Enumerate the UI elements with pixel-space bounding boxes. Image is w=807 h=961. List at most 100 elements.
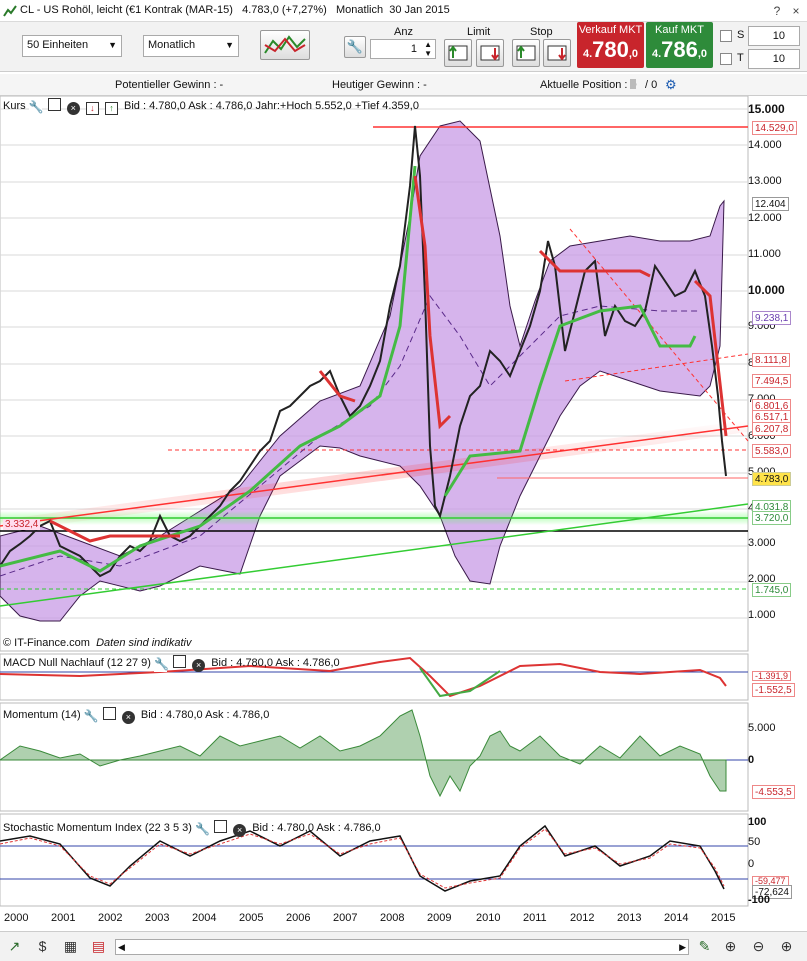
axis-tick: 3.000 xyxy=(748,537,776,549)
left-price-tag: 3.332,4 xyxy=(3,519,41,530)
year-label: 2005 xyxy=(239,912,264,924)
zoom-fit-icon[interactable]: ⊕ xyxy=(724,938,737,954)
chart-add-icon[interactable]: ↗ xyxy=(8,938,21,954)
scroll-right-icon[interactable]: ▶ xyxy=(679,942,686,952)
chart-canvas xyxy=(0,96,749,907)
scroll-left-icon[interactable]: ◀ xyxy=(118,942,125,952)
close-icon[interactable]: × xyxy=(66,102,80,115)
time-scrollbar[interactable]: ◀ ▶ xyxy=(115,939,689,955)
price-panel-info: Bid : 4.780,0 Ask : 4.786,0 Jahr:+Hoch 5… xyxy=(124,100,419,112)
quantity-stepper[interactable]: 1 ▲ ▼ xyxy=(370,39,436,59)
position-marker-icon xyxy=(630,79,636,89)
buy-price: 786 xyxy=(661,37,698,62)
axis-tick: 14.000 xyxy=(748,139,782,151)
stop-label: Stop xyxy=(530,26,553,38)
zoom-in-icon[interactable]: ⊕ xyxy=(780,938,793,954)
close-icon[interactable]: × xyxy=(121,711,135,724)
year-label: 2008 xyxy=(380,912,405,924)
sell-market-button[interactable]: Verkauf MKT 4.780,0 xyxy=(577,22,644,68)
gear-icon[interactable]: ⚙ xyxy=(665,77,677,92)
order-toolbar: 50 Einheiten ▼ Monatlich ▼ 🔧 Anz 1 ▲ ▼ Limi… xyxy=(0,22,807,72)
currency-icon[interactable]: $ xyxy=(38,938,47,954)
bottom-toolbar: ↗ $ ▦ ▤ ◀ ▶ ✎ ⊕ ⊖ ⊕ xyxy=(0,931,807,961)
axis-tick: 5.000 xyxy=(748,722,776,734)
year-label: 2013 xyxy=(617,912,642,924)
axis-tick: 0 xyxy=(748,754,755,766)
axis-tick: 12.000 xyxy=(748,212,782,224)
year-label: 2003 xyxy=(145,912,170,924)
t-checkbox[interactable] xyxy=(720,53,732,65)
year-label: 2000 xyxy=(4,912,29,924)
window-icon[interactable] xyxy=(47,98,61,111)
window-icon[interactable] xyxy=(214,820,228,833)
axis-tick: 15.000 xyxy=(748,102,785,116)
stepper-arrows-icon: ▲ ▼ xyxy=(424,40,432,58)
arrow-up-icon[interactable]: ↑ xyxy=(104,102,118,115)
s-checkbox[interactable] xyxy=(720,30,732,42)
price-tag: 5.583,0 xyxy=(752,444,792,458)
current-price-tag: 4.783,0 xyxy=(752,472,792,486)
limit-buy-button[interactable] xyxy=(444,39,472,67)
potential-gain: Potentieller Gewinn : - xyxy=(115,79,224,91)
trend-line-green xyxy=(0,503,749,607)
indicator-icon[interactable]: ▤ xyxy=(91,938,106,954)
macd-panel xyxy=(0,653,749,701)
year-label: 2012 xyxy=(570,912,595,924)
price-panel-credit: © IT-Finance.com Daten sind indikativ xyxy=(3,637,191,655)
close-icon[interactable]: × xyxy=(192,659,206,672)
price-panel xyxy=(0,96,749,652)
zoom-out-icon[interactable]: ⊖ xyxy=(752,938,765,954)
anz-label: Anz xyxy=(394,26,413,38)
sell-price: 780 xyxy=(592,37,629,62)
chart-type-button[interactable] xyxy=(260,30,310,60)
stop-buy-button[interactable] xyxy=(512,39,540,67)
macd-tag: -1.552,5 xyxy=(752,683,795,697)
close-button[interactable]: × xyxy=(792,4,800,18)
stoch-panel xyxy=(0,813,749,907)
wrench-icon[interactable]: 🔧 xyxy=(83,709,99,724)
window-icon[interactable] xyxy=(173,655,187,668)
wrench-icon[interactable]: 🔧 xyxy=(195,822,210,837)
axis-tick: 0 xyxy=(748,858,755,870)
year-label: 2011 xyxy=(523,912,547,924)
macd-tag-2: -1.391,9 xyxy=(752,671,792,681)
price-tag: 9.238,1 xyxy=(752,311,792,325)
momentum-panel-header: Momentum (14) 🔧 × Bid : 4.780,0 Ask : 4.… xyxy=(3,707,269,725)
help-button[interactable]: ? xyxy=(773,4,781,18)
wrench-icon[interactable]: 🔧 xyxy=(154,657,169,672)
credit-note: Daten sind indikativ xyxy=(96,637,192,649)
stoch-panel-name: Stochastic Momentum Index (22 3 5 3) xyxy=(3,822,192,834)
window-title: CL - US Rohöl, leicht (€1 Kontrak (MAR-1… xyxy=(20,4,450,16)
limit-sell-icon xyxy=(480,45,500,61)
year-label: 2015 xyxy=(711,912,736,924)
table-icon[interactable]: ▦ xyxy=(63,938,78,954)
current-position-b: / 0 xyxy=(645,79,658,91)
settings-button[interactable]: 🔧 xyxy=(344,36,366,58)
s-stepper[interactable]: 10 xyxy=(748,26,800,46)
year-label: 2009 xyxy=(427,912,452,924)
limit-sell-button[interactable] xyxy=(476,39,504,67)
price-tag: 12.404 xyxy=(752,197,789,211)
sell-price-prefix: 4. xyxy=(582,48,593,60)
stop-sell-button[interactable] xyxy=(543,39,571,67)
window-icon[interactable] xyxy=(102,707,116,720)
units-select[interactable]: 50 Einheiten ▼ xyxy=(22,35,122,57)
axis-tick: 13.000 xyxy=(748,175,782,187)
axis-tick: 50 xyxy=(748,836,761,848)
momentum-panel-info: Bid : 4.780,0 Ask : 4.786,0 xyxy=(140,709,270,721)
trend-indicator-green xyxy=(0,165,417,573)
macd-panel-name: MACD Null Nachlauf (12 27 9) xyxy=(3,657,151,669)
draw-tool-icon[interactable]: ✎ xyxy=(698,938,711,954)
chevron-down-icon: ▼ xyxy=(225,40,234,50)
wrench-icon[interactable]: 🔧 xyxy=(28,100,44,115)
period-select[interactable]: Monatlich ▼ xyxy=(143,35,239,57)
momentum-area xyxy=(0,709,727,798)
stop-sell-icon xyxy=(547,45,567,61)
trend-line-red-glow xyxy=(0,420,748,532)
gain-bar: Potentieller Gewinn : - Heutiger Gewinn … xyxy=(0,74,807,96)
t-stepper[interactable]: 10 xyxy=(748,49,800,69)
arrow-down-icon[interactable]: ↓ xyxy=(85,102,99,115)
close-icon[interactable]: × xyxy=(233,824,247,837)
trend-indicator-green-2 xyxy=(443,304,697,497)
buy-market-button[interactable]: Kauf MKT 4.786,0 xyxy=(646,22,713,68)
